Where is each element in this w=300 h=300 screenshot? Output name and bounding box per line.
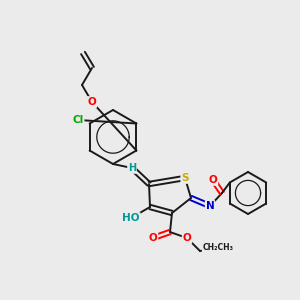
Text: O: O — [148, 233, 158, 243]
Text: Cl: Cl — [72, 115, 84, 125]
Text: O: O — [183, 233, 191, 243]
Text: O: O — [208, 175, 217, 185]
Text: H: H — [128, 163, 136, 173]
Text: CH₂CH₃: CH₂CH₃ — [202, 244, 233, 253]
Text: S: S — [181, 173, 189, 183]
Text: N: N — [206, 201, 214, 211]
Text: O: O — [88, 97, 96, 107]
Text: HO: HO — [122, 213, 140, 223]
